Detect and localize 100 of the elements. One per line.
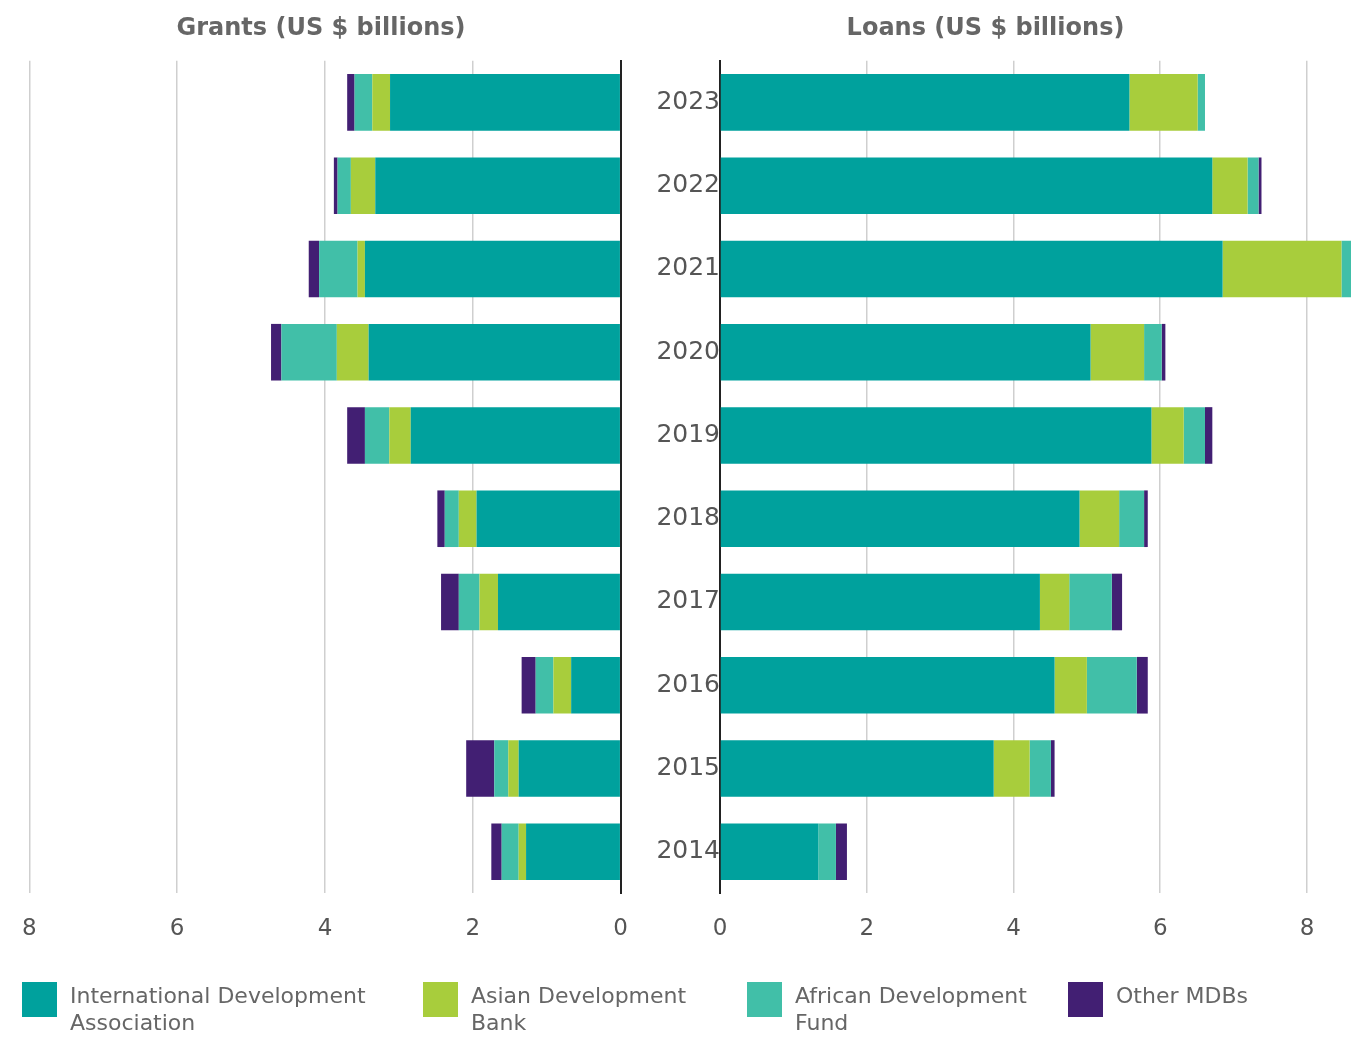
bar — [720, 740, 994, 797]
bar — [720, 407, 1152, 464]
y-tick-label: 2023 — [656, 85, 720, 115]
bar — [319, 240, 358, 298]
bar — [1151, 407, 1184, 464]
bar — [553, 656, 572, 714]
x-tick-label: 6 — [1152, 914, 1168, 941]
bar — [1111, 573, 1123, 631]
bar — [466, 740, 495, 797]
bar — [458, 573, 480, 631]
x-tick-label: 8 — [1299, 914, 1315, 941]
x-tick-label: 8 — [22, 914, 37, 941]
bar — [535, 656, 554, 714]
bar — [1136, 656, 1148, 714]
bar — [526, 823, 620, 881]
bar — [1079, 490, 1120, 548]
bar — [410, 407, 620, 464]
bar — [518, 740, 620, 797]
bar — [1183, 407, 1205, 464]
bar — [1054, 656, 1087, 714]
y-tick-label: 2020 — [656, 335, 720, 365]
x-tick-label: 4 — [317, 914, 333, 941]
bar — [720, 74, 1130, 131]
bar — [1144, 490, 1148, 548]
bar — [347, 74, 355, 131]
bar — [372, 74, 391, 131]
bar — [1069, 573, 1112, 631]
bar — [720, 656, 1055, 714]
y-tick-label: 2019 — [656, 418, 720, 448]
bar — [1119, 490, 1145, 548]
bar — [389, 407, 411, 464]
bar — [521, 656, 536, 714]
legend-label: Other MDBs — [1116, 982, 1248, 1009]
bar — [368, 323, 620, 381]
x-tick-label: 0 — [712, 914, 728, 941]
y-tick-label: 2018 — [656, 502, 720, 532]
bar — [458, 490, 477, 548]
bar — [1090, 323, 1145, 381]
bar — [720, 573, 1040, 631]
bar — [1204, 407, 1213, 464]
bar — [375, 157, 620, 214]
bar — [720, 240, 1223, 298]
bar — [479, 573, 498, 631]
bar — [720, 157, 1213, 214]
bar — [281, 323, 337, 381]
y-tick-label: 2021 — [656, 252, 720, 282]
bar — [364, 407, 390, 464]
bar — [444, 490, 459, 548]
bar — [357, 240, 365, 298]
bar — [476, 490, 620, 548]
bar — [333, 157, 338, 214]
x-tick-label: 2 — [465, 914, 481, 941]
bar — [390, 74, 620, 131]
bar — [993, 740, 1030, 797]
x-tick-label: 6 — [169, 914, 185, 941]
bar — [336, 323, 369, 381]
bar — [571, 656, 620, 714]
bar — [437, 490, 445, 548]
bar — [364, 240, 620, 298]
bar — [1212, 157, 1248, 214]
legend-label: International Development Association — [70, 982, 367, 1036]
y-tick-label: 2015 — [656, 752, 720, 782]
bar — [720, 323, 1091, 381]
x-tick-label: 2 — [859, 914, 875, 941]
bar — [1050, 740, 1055, 797]
legend-label: African Development Fund — [795, 982, 1028, 1036]
bar — [1144, 323, 1162, 381]
bar — [720, 823, 819, 881]
y-tick-label: 2014 — [656, 835, 720, 865]
bar — [1029, 740, 1051, 797]
bar — [1129, 74, 1198, 131]
chart-title: Grants (US $ billions) — [176, 12, 466, 41]
bar — [347, 407, 365, 464]
legend-label: Asian Development Bank — [471, 982, 688, 1036]
bar — [354, 74, 373, 131]
bar — [494, 740, 509, 797]
bar — [441, 573, 459, 631]
bar — [1341, 240, 1351, 298]
bar — [1039, 573, 1070, 631]
bar — [1222, 240, 1342, 298]
bar — [497, 573, 620, 631]
y-tick-label: 2022 — [656, 169, 720, 199]
y-tick-label: 2016 — [656, 668, 720, 698]
bar — [491, 823, 502, 881]
x-tick-label: 0 — [613, 914, 628, 941]
bar — [308, 240, 320, 298]
bar — [350, 157, 376, 214]
bar — [1247, 157, 1259, 214]
bar — [720, 490, 1080, 548]
bar — [818, 823, 836, 881]
bar — [271, 323, 282, 381]
bar — [501, 823, 519, 881]
bar — [337, 157, 351, 214]
x-tick-label: 4 — [1006, 914, 1021, 941]
chart-title: Loans (US $ billions) — [846, 12, 1125, 41]
bar — [1197, 74, 1205, 131]
bar — [508, 740, 519, 797]
bar — [1086, 656, 1137, 714]
bar — [518, 823, 527, 881]
y-tick-label: 2017 — [656, 585, 720, 615]
